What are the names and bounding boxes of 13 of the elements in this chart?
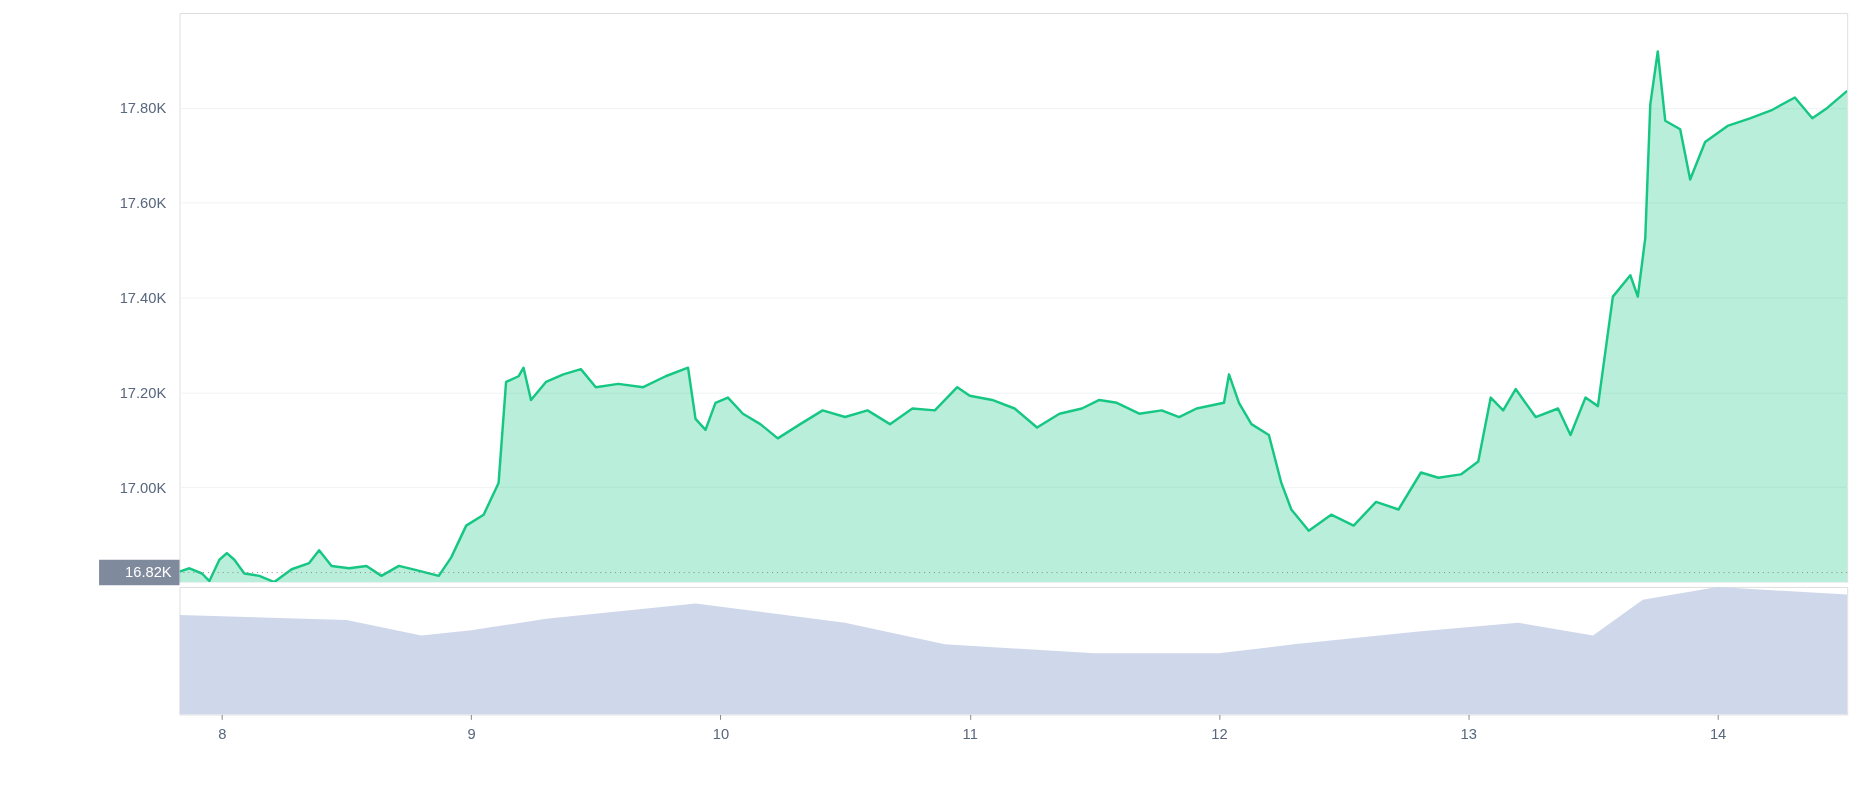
x-tick-label: 13 [1460, 726, 1477, 743]
x-tick-label: 9 [467, 726, 476, 743]
x-tick-label: 14 [1709, 726, 1727, 743]
y-tick-label: 17.60K [119, 195, 167, 212]
y-tick-label: 17.40K [119, 289, 167, 306]
y-tick-label: 17.80K [119, 100, 167, 117]
y-tick-label: 17.00K [119, 479, 167, 496]
x-tick-label: 12 [1211, 726, 1228, 743]
x-tick-label: 10 [712, 726, 730, 743]
x-tick-label: 11 [962, 726, 978, 743]
x-tick-label: 8 [218, 726, 227, 743]
y-tick-label: 17.20K [119, 384, 167, 401]
ref-line-label: 16.82K [125, 564, 172, 581]
